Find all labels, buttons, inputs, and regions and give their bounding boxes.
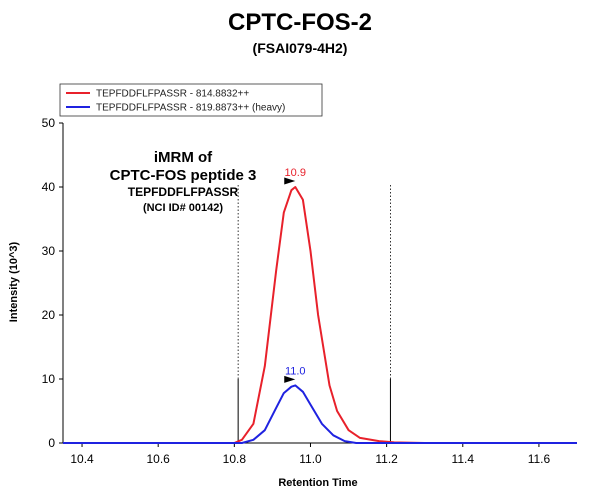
peak-label-1: 11.0: [285, 365, 306, 377]
y-tick-label: 40: [42, 180, 56, 194]
plot-area: 0 10 20 30 40 50 10.4 10.6 10.8 11.0 11.2 11.4 11.6 1…: [42, 116, 577, 466]
legend: TEPFDDFLFPASSR - 814.8832++ TEPFDDFLFPAS…: [59, 83, 323, 117]
peak-label-0: 10.9: [285, 167, 306, 179]
y-axis-label: Intensity (10^3): [8, 241, 20, 322]
y-tick-label: 10: [42, 372, 56, 386]
legend-box: [59, 83, 323, 117]
x-tick-label: 11.6: [528, 452, 551, 466]
inset-line-3: TEPFDDFLFPASSR: [128, 185, 239, 199]
series-line-1: [63, 384, 577, 444]
x-tick-label: 11.2: [375, 452, 398, 466]
x-tick-label: 11.4: [452, 452, 475, 466]
chart-title: CPTC-FOS-2: [228, 9, 372, 36]
series-line-0: [63, 186, 577, 444]
inset-line-1: iMRM of: [154, 149, 213, 166]
inset-line-2: CPTC-FOS peptide 3: [110, 167, 257, 184]
x-tick-label: 10.4: [70, 452, 94, 466]
legend-label-light: TEPFDDFLFPASSR - 814.8832++: [96, 89, 249, 100]
x-tick-label: 10.8: [223, 452, 247, 466]
y-tick-label: 0: [48, 436, 55, 450]
y-tick-label: 20: [42, 308, 56, 322]
inset-annotation: iMRM of CPTC-FOS peptide 3 TEPFDDFLFPASS…: [110, 149, 257, 214]
y-tick-label: 30: [42, 244, 56, 258]
x-tick-label: 11.0: [299, 452, 322, 466]
x-tick-label: 10.6: [147, 452, 171, 466]
x-axis-label: Retention Time: [278, 477, 357, 489]
peak-marker-0: [284, 177, 296, 185]
inset-line-4: (NCI ID# 00142): [143, 202, 223, 214]
legend-label-heavy: TEPFDDFLFPASSR - 819.8873++ (heavy): [96, 103, 285, 114]
peak-marker-1: [284, 375, 296, 383]
chart-subtitle: (FSAI079-4H2): [253, 40, 348, 56]
y-tick-label: 50: [42, 116, 56, 130]
